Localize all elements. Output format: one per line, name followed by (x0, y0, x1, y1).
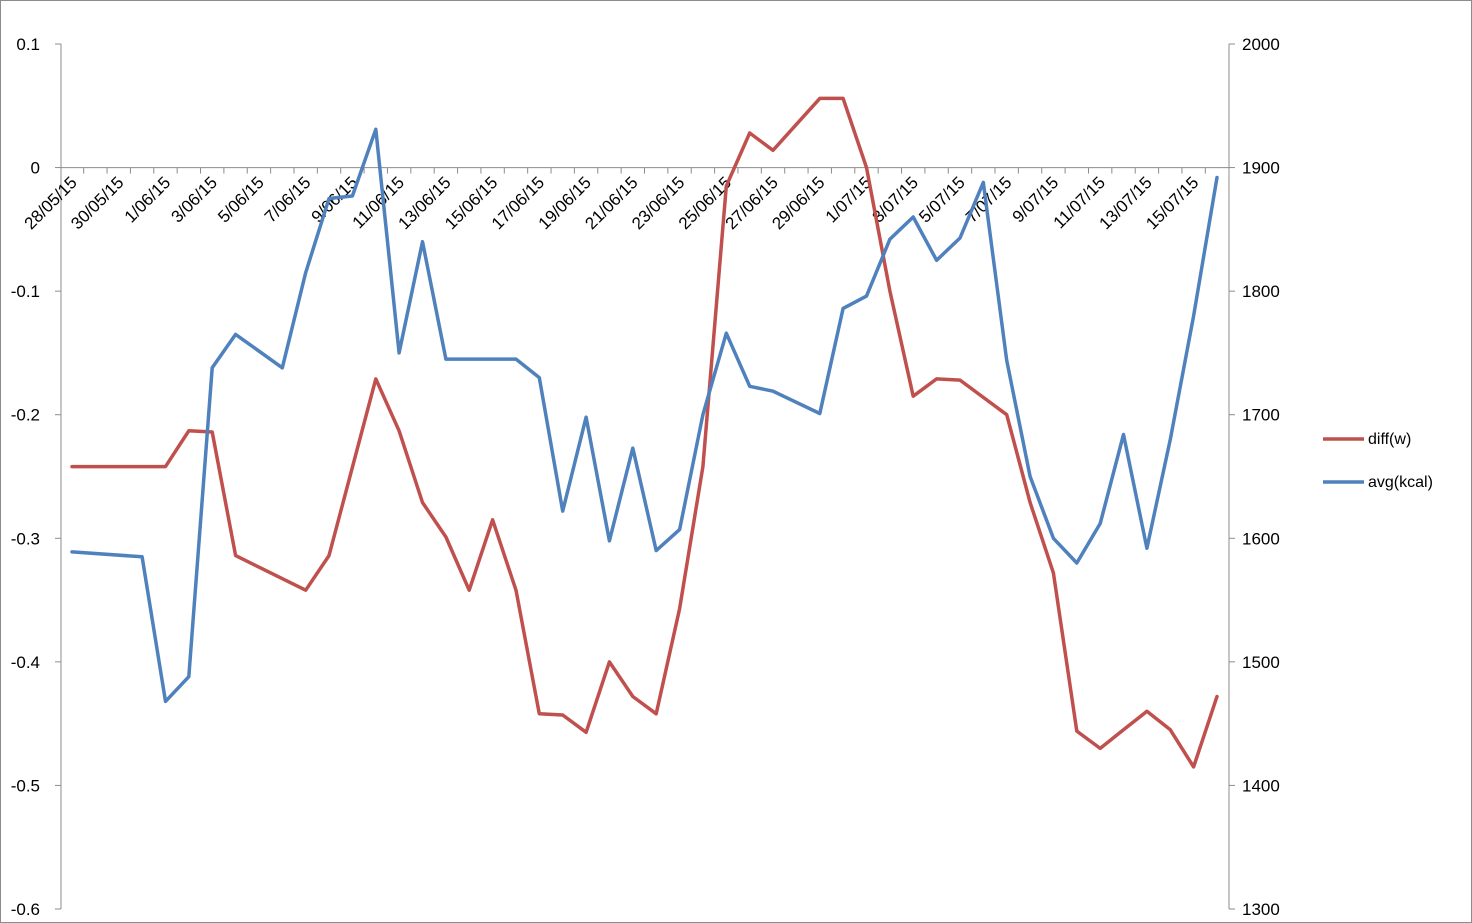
left-tick-label: -0.2 (11, 406, 40, 425)
right-tick-label: 1600 (1242, 529, 1280, 548)
left-tick-label: 0 (31, 159, 40, 178)
x-tick-label: 1/06/15 (121, 173, 175, 227)
x-tick-label: 3/06/15 (167, 173, 221, 227)
left-tick-label: -0.4 (11, 653, 40, 672)
x-tick-label: 5/07/15 (915, 173, 969, 227)
right-tick-label: 1300 (1242, 900, 1280, 919)
legend-label-avg-kcal: avg(kcal) (1368, 474, 1433, 491)
series-line-diff-w (70, 96, 1219, 769)
right-tick-label: 1700 (1242, 406, 1280, 425)
right-tick-label: 2000 (1242, 35, 1280, 54)
legend: diff(w) avg(kcal) (1323, 431, 1433, 491)
x-axis: 28/05/1530/05/151/06/153/06/155/06/157/0… (21, 167, 1229, 233)
series-line-avg-kcal (70, 127, 1219, 704)
x-tick-label: 5/06/15 (214, 173, 268, 227)
legend-label-diff-w: diff(w) (1368, 431, 1411, 448)
left-tick-label: -0.6 (11, 900, 40, 919)
right-tick-label: 1400 (1242, 776, 1280, 795)
left-tick-label: -0.3 (11, 529, 40, 548)
left-tick-label: -0.5 (11, 776, 40, 795)
right-tick-label: 1800 (1242, 282, 1280, 301)
left-tick-label: -0.1 (11, 282, 40, 301)
series-layer (70, 96, 1219, 769)
right-y-axis: 2000 1900 1800 1700 1600 1500 1400 1300 (1228, 35, 1280, 919)
left-tick-label: 0.1 (16, 35, 40, 54)
right-tick-label: 1500 (1242, 653, 1280, 672)
left-y-axis: 0.1 0 -0.1 -0.2 -0.3 -0.4 -0.5 -0.6 (11, 35, 62, 919)
right-tick-label: 1900 (1242, 159, 1280, 178)
x-tick-label: 7/06/15 (261, 173, 315, 227)
